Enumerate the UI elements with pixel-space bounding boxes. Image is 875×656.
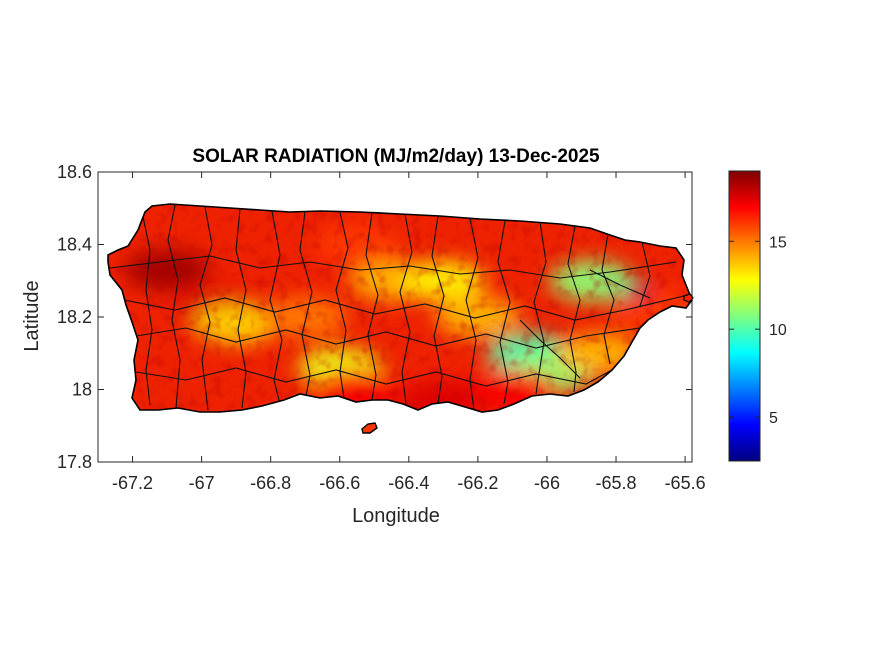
- municipality-boundaries: [109, 204, 685, 411]
- y-tick-label: 18.2: [57, 307, 92, 327]
- x-tick-label: -66.8: [250, 473, 291, 493]
- municipality-boundary-19: [135, 327, 641, 349]
- y-tick-label: 18.6: [57, 162, 92, 182]
- chart-title: SOLAR RADIATION (MJ/m2/day) 13-Dec-2025: [192, 146, 600, 167]
- municipality-boundary-21: [519, 319, 581, 379]
- colorbar-tick-label: 5: [769, 410, 778, 427]
- municipality-boundary-2: [167, 204, 181, 409]
- municipality-boundary-1: [141, 211, 153, 406]
- municipality-boundary-12: [497, 220, 511, 405]
- municipality-boundary-20: [135, 367, 613, 387]
- municipality-boundary-3: [199, 206, 213, 411]
- x-tick-label: -65.6: [665, 473, 706, 493]
- municipality-boundary-17: [109, 255, 677, 279]
- colorbar-ticks: 5 10 15: [729, 234, 787, 427]
- x-tick-label: -66.6: [319, 473, 360, 493]
- islet-east: [683, 293, 694, 303]
- y-axis-label: Latitude: [21, 280, 43, 351]
- islet-caja-de-muertos: [361, 422, 378, 434]
- x-tick-label: -67.2: [112, 473, 153, 493]
- municipality-boundary-18: [123, 295, 685, 321]
- municipality-boundary-16: [639, 241, 651, 307]
- y-axis-ticks: 17.8 18 18.2 18.4 18.6: [57, 162, 692, 472]
- x-axis-ticks: -67.2 -67 -66.8 -66.6 -66.4 -66.2 -66 -65.8 -65.…: [112, 172, 706, 493]
- municipality-boundary-8: [365, 212, 379, 401]
- municipality-boundary-11: [465, 217, 479, 411]
- municipality-boundary-4: [235, 208, 247, 409]
- municipality-boundary-13: [533, 221, 547, 395]
- x-tick-label: -65.8: [596, 473, 637, 493]
- municipality-boundary-5: [269, 210, 283, 405]
- municipality-boundary-22: [589, 269, 651, 299]
- x-tick-label: -66.2: [457, 473, 498, 493]
- municipality-boundary-10: [431, 215, 445, 405]
- y-tick-label: 17.8: [57, 452, 92, 472]
- municipality-boundary-15: [601, 233, 615, 365]
- x-tick-label: -67: [189, 473, 215, 493]
- municipality-boundary-6: [299, 211, 313, 397]
- colorbar-tick-label: 15: [769, 234, 787, 251]
- x-tick-label: -66.4: [388, 473, 429, 493]
- colorbar: [728, 170, 761, 462]
- y-tick-label: 18: [72, 380, 92, 400]
- municipality-boundary-9: [399, 213, 413, 405]
- x-tick-label: -66: [534, 473, 560, 493]
- x-axis-label: Longitude: [352, 505, 440, 527]
- island-outline: [107, 203, 693, 413]
- municipality-boundary-7: [335, 211, 349, 399]
- y-tick-label: 18.4: [57, 235, 92, 255]
- colorbar-tick-label: 10: [769, 322, 787, 339]
